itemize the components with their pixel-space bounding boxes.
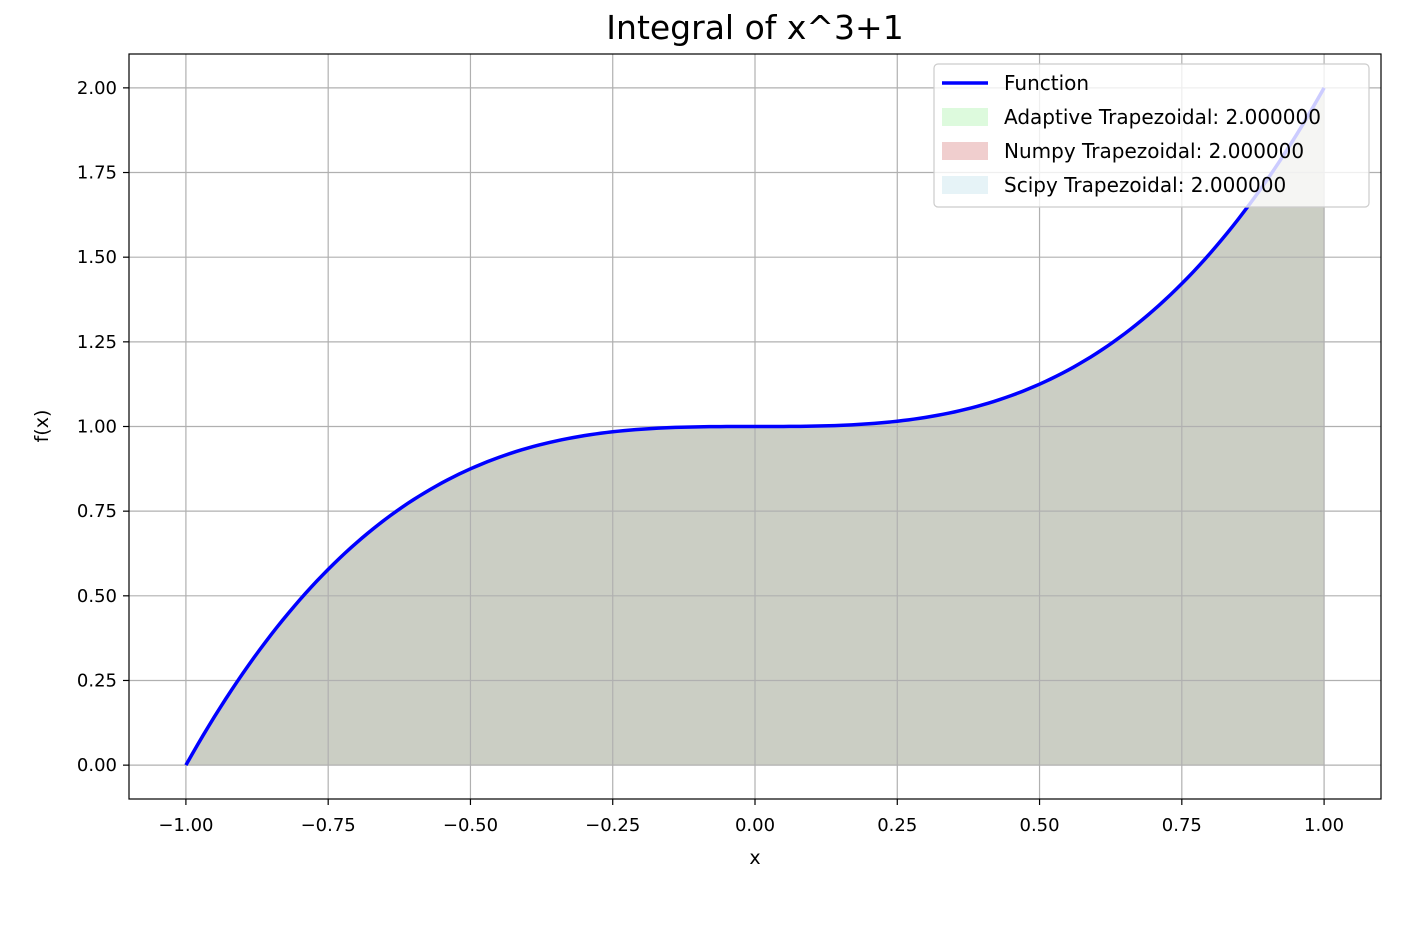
y-tick-label: 1.25: [77, 332, 117, 353]
legend-fill-swatch: [942, 108, 988, 126]
y-tick-label: 0.25: [77, 670, 117, 691]
x-tick-label: −0.25: [585, 815, 640, 836]
legend-fill-swatch: [942, 142, 988, 160]
y-tick-label: 1.50: [77, 247, 117, 268]
y-tick-label: 0.00: [77, 755, 117, 776]
legend-fill-label: Scipy Trapezoidal: 2.000000: [1004, 173, 1286, 197]
x-axis-label: x: [749, 847, 760, 869]
legend-box: [933, 63, 1370, 208]
legend: Function Adaptive Trapezoidal: 2.000000 Nu…: [933, 63, 1370, 208]
y-axis-label: f(x): [31, 410, 53, 443]
x-tick-label: 0.25: [877, 815, 917, 836]
legend-fill-label: Numpy Trapezoidal: 2.000000: [1004, 139, 1304, 163]
legend-fill-swatch: [942, 176, 988, 194]
y-tick-label: 0.75: [77, 501, 117, 522]
y-axis-ticks: 0.00 0.25 0.50 0.75 1.00 1.25 1.50 1.75 2.00: [77, 78, 129, 776]
function-line: [184, 86, 1326, 767]
x-tick-label: −1.00: [158, 815, 213, 836]
legend-function-label: Function: [1004, 71, 1089, 95]
x-tick-label: −0.75: [301, 815, 356, 836]
x-tick-label: 1.00: [1304, 815, 1344, 836]
x-tick-label: 0.75: [1162, 815, 1202, 836]
legend-fill-label: Adaptive Trapezoidal: 2.000000: [1004, 105, 1321, 129]
function-curve-group: [184, 86, 1326, 767]
x-tick-label: 0.50: [1020, 815, 1060, 836]
y-tick-label: 1.00: [77, 417, 117, 438]
x-tick-label: 0.00: [735, 815, 775, 836]
y-tick-label: 0.50: [77, 586, 117, 607]
y-tick-label: 1.75: [77, 163, 117, 184]
y-tick-label: 2.00: [77, 78, 117, 99]
chart-title: Integral of x^3+1: [606, 8, 903, 47]
x-axis-ticks: −1.00 −0.75 −0.50 −0.25 0.00 0.25 0.50 0.75 1.00: [158, 799, 1344, 836]
x-tick-label: −0.50: [443, 815, 498, 836]
